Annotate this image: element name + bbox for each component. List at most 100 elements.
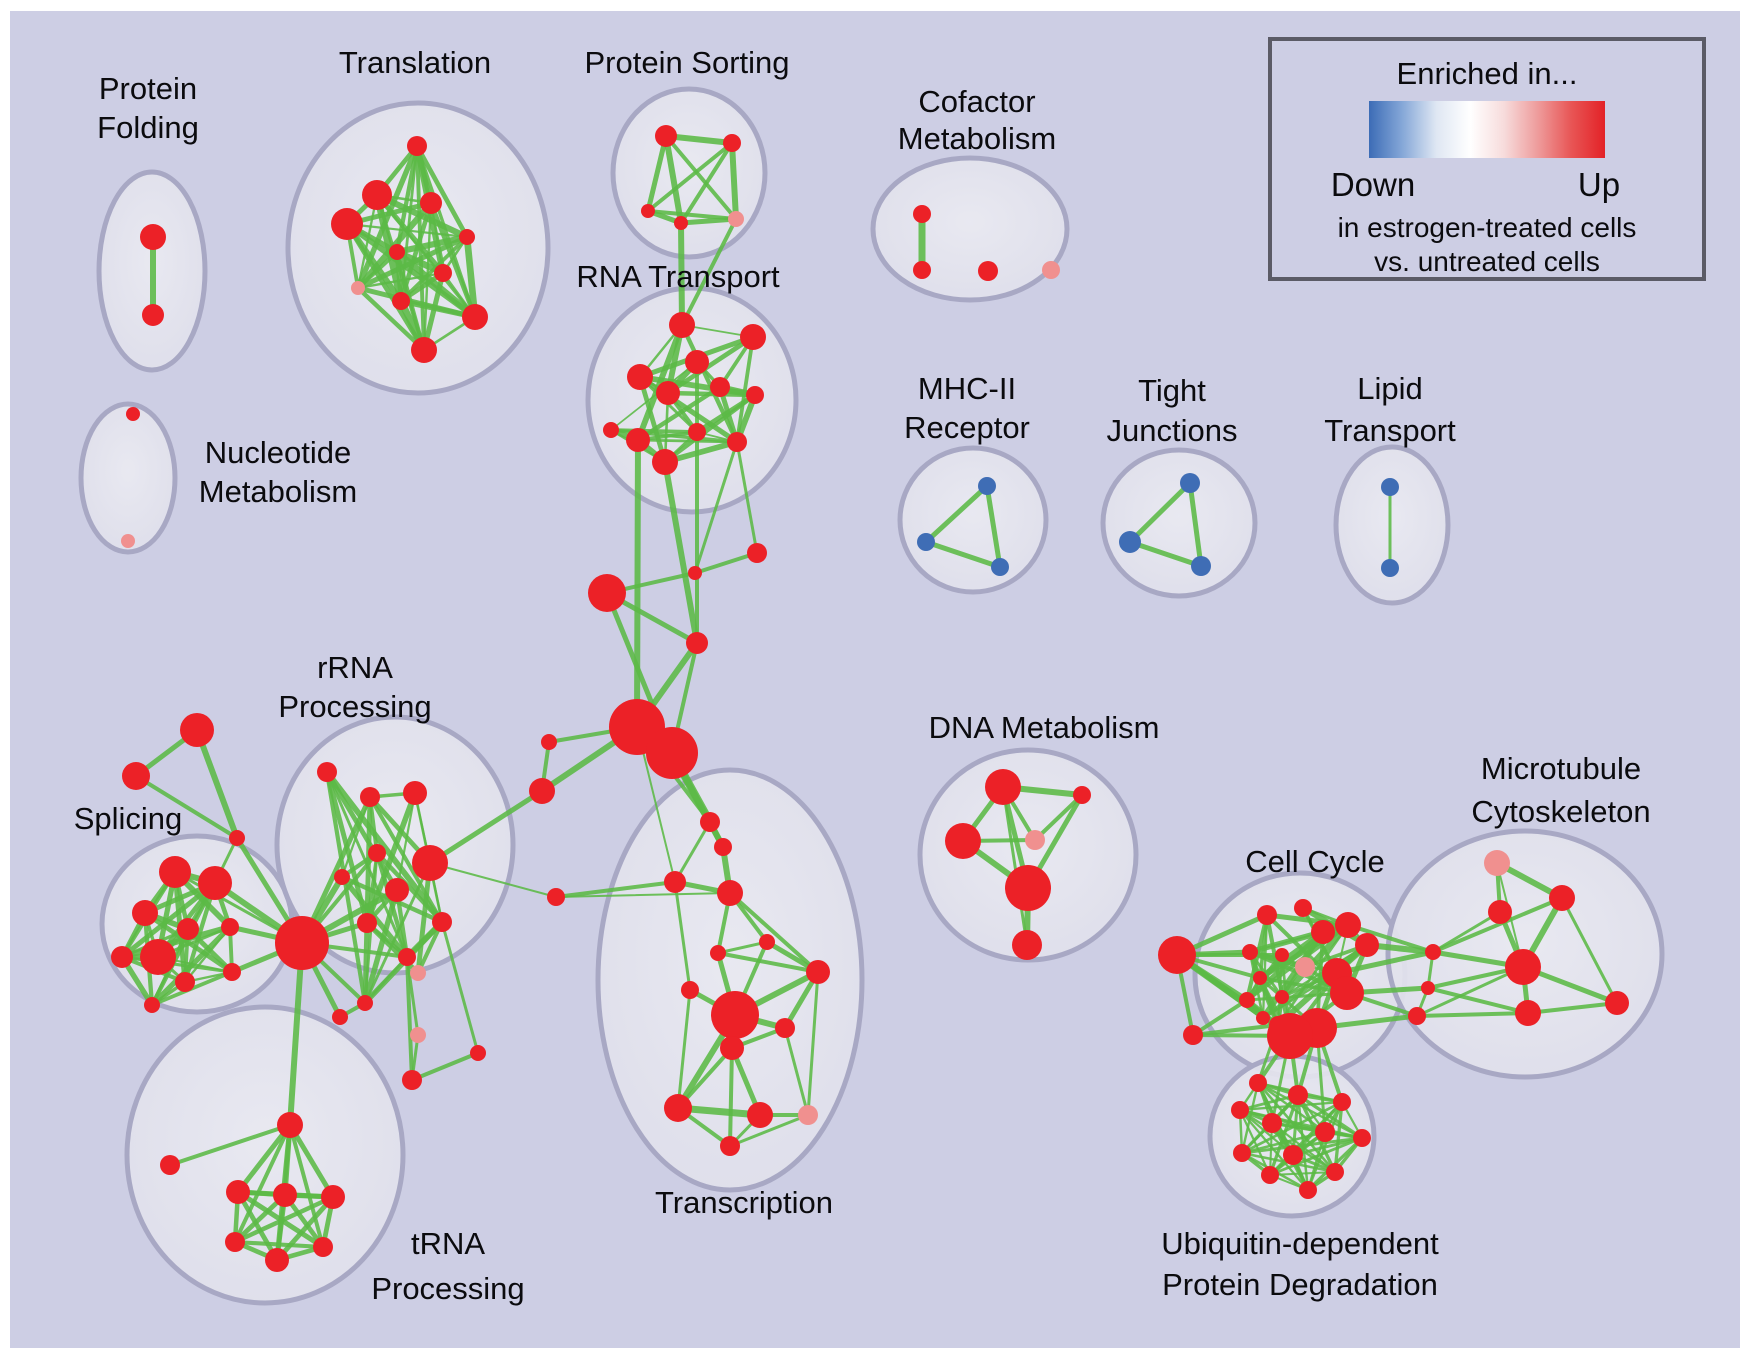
cluster-label-rrna-processing: rRNA Processing [278, 650, 431, 724]
cluster-ellipse-transcription [595, 767, 865, 1193]
network-node-tx7 [806, 960, 830, 984]
network-edge [345, 222, 469, 239]
network-edge [356, 271, 445, 290]
network-node-tr5 [459, 229, 475, 245]
network-node-tx8 [681, 981, 699, 999]
network-node-ps1 [655, 125, 677, 147]
network-node-cc9 [1253, 971, 1267, 985]
network-node-sp7 [140, 939, 176, 975]
network-node-mh3 [991, 558, 1009, 576]
network-node-tj2 [1119, 531, 1141, 553]
legend-down-label: Down [1331, 166, 1415, 203]
network-node-dm4 [1005, 865, 1051, 911]
network-node-tx9 [711, 991, 759, 1039]
network-edge [393, 248, 479, 321]
network-node-sp2 [198, 866, 232, 900]
cluster-label-rna-transport: RNA Transport [576, 259, 780, 294]
network-node-bt4 [332, 1009, 348, 1025]
network-node-rr7 [412, 845, 448, 881]
network-node-tx5 [710, 945, 726, 961]
network-node-tr2 [362, 180, 392, 210]
network-node-cf3 [978, 261, 998, 281]
network-node-rt6 [710, 377, 730, 397]
network-edge [274, 1194, 336, 1263]
network-edge [645, 133, 669, 214]
network-edge [735, 335, 755, 444]
network-edge [610, 361, 698, 431]
network-edge [716, 951, 820, 974]
network-edge [168, 1123, 292, 1167]
network-node-cf1 [913, 205, 931, 223]
network-node-sp10 [144, 997, 160, 1013]
network-node-dm5 [1012, 930, 1042, 960]
network-node-ub1 [1249, 1074, 1267, 1092]
network-edge [663, 133, 735, 146]
network-node-sp6 [111, 946, 133, 968]
network-node-rt7 [746, 386, 764, 404]
cluster-ellipse-mhc-ii-receptor [897, 445, 1049, 595]
network-edge [340, 795, 372, 879]
network-node-cc4 [1335, 912, 1361, 938]
network-edge [429, 862, 557, 898]
legend-up-label: Up [1578, 166, 1620, 203]
network-edge [233, 1123, 292, 1244]
legend-gradient-bar [1369, 101, 1605, 158]
cluster-ellipse-tight-junctions [1100, 447, 1258, 599]
network-edge [405, 955, 420, 1037]
cluster-label-protein-folding: Protein Folding [97, 71, 199, 145]
network-node-ub10 [1326, 1163, 1344, 1181]
network-edge [324, 769, 368, 1006]
network-edge [923, 539, 1003, 570]
network-node-lt1 [1381, 478, 1399, 496]
network-node-ub8 [1233, 1144, 1251, 1162]
network-node-ub6 [1315, 1122, 1335, 1142]
network-node-ps3 [641, 204, 655, 218]
network-edge [1240, 1136, 1364, 1155]
network-edge [1431, 910, 1502, 954]
network-node-cc3 [1311, 920, 1335, 944]
network-node-ub9 [1283, 1145, 1303, 1165]
network-edge [923, 483, 990, 545]
network-node-bt1 [402, 1070, 422, 1090]
network-node-tx12 [664, 1094, 692, 1122]
network-node-cc11 [1330, 976, 1364, 1010]
network-node-tr6 [389, 244, 405, 260]
network-node-ub12 [1299, 1181, 1317, 1199]
network-node-nm2 [121, 534, 135, 548]
network-edge [368, 795, 444, 924]
network-edge [637, 374, 668, 465]
network-edge [194, 727, 240, 841]
network-node-sp8 [175, 972, 195, 992]
network-node-mt4 [1505, 949, 1541, 985]
network-node-ccout2 [1183, 1025, 1203, 1045]
network-node-cf4 [1042, 261, 1060, 279]
network-edge [363, 861, 432, 1005]
network-node-ub5 [1262, 1113, 1282, 1133]
network-edge [363, 955, 409, 1005]
network-node-tr1 [407, 136, 427, 156]
network-node-tx10 [720, 1036, 744, 1060]
network-node-cc14 [1256, 1011, 1270, 1025]
network-node-ccout [1158, 936, 1196, 974]
cluster-label-dna-metabolism: DNA Metabolism [929, 710, 1160, 745]
cluster-ellipse-nucleotide-metabolism [78, 401, 178, 555]
network-node-tx11 [775, 1018, 795, 1038]
network-edge [676, 988, 692, 1110]
network-edge [374, 850, 445, 925]
network-edge [783, 1026, 810, 1117]
network-node-rr10 [357, 913, 377, 933]
network-node-tx6 [759, 934, 775, 950]
network-edge [235, 1122, 293, 1195]
network-node-rr12 [357, 995, 373, 1011]
cluster-label-transcription: Transcription [655, 1185, 833, 1220]
network-node-cf2 [913, 261, 931, 279]
network-node-cc12 [1275, 990, 1289, 1004]
network-node-ps5 [728, 211, 744, 227]
network-node-tr3 [420, 192, 442, 214]
network-node-rr9 [398, 948, 416, 966]
network-node-rr1 [317, 762, 337, 782]
network-edge [440, 920, 480, 1055]
network-edge [1001, 785, 1029, 947]
network-edge [1238, 1108, 1272, 1177]
network-edge [1334, 949, 1436, 976]
